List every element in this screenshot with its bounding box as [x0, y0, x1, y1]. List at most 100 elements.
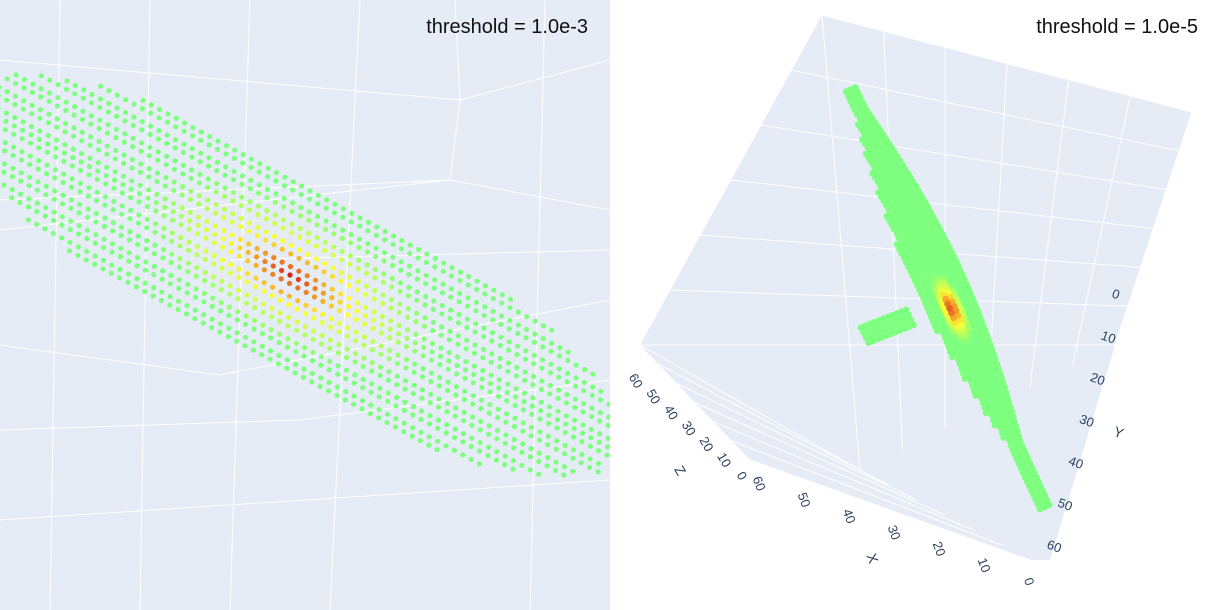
data-point	[162, 183, 168, 189]
data-point	[94, 176, 100, 182]
data-point	[54, 137, 60, 143]
data-point	[304, 273, 310, 279]
data-point	[20, 106, 26, 112]
y-tick-label: 50	[1056, 495, 1075, 514]
data-point	[194, 243, 200, 250]
data-point	[247, 186, 253, 192]
data-point	[413, 319, 419, 325]
data-point	[237, 236, 243, 243]
data-point	[62, 142, 68, 148]
data-point	[189, 146, 195, 152]
data-point	[272, 212, 278, 218]
data-point	[176, 277, 182, 283]
data-point	[556, 387, 562, 393]
data-point	[188, 188, 194, 194]
data-point	[448, 294, 454, 300]
gridline	[658, 363, 889, 486]
data-point	[392, 424, 398, 430]
data-point	[221, 215, 227, 221]
data-point	[357, 223, 363, 229]
data-point	[62, 129, 68, 135]
data-point	[110, 207, 116, 213]
data-point	[68, 184, 75, 190]
data-point	[482, 291, 488, 297]
data-point	[327, 358, 333, 364]
data-point	[432, 256, 438, 262]
data-point	[95, 147, 102, 153]
data-point	[189, 167, 195, 173]
data-point	[123, 97, 129, 103]
data-point	[439, 324, 445, 330]
data-point	[549, 340, 555, 346]
data-point	[321, 269, 327, 275]
data-point	[153, 208, 159, 214]
data-point	[135, 233, 141, 239]
data-point	[531, 352, 537, 358]
data-point	[313, 277, 319, 283]
data-point	[272, 199, 278, 205]
data-point	[285, 323, 291, 329]
data-point	[553, 446, 559, 452]
data-point	[393, 416, 399, 422]
data-point	[552, 467, 559, 474]
data-point	[27, 174, 33, 180]
data-point	[1, 161, 8, 167]
data-point	[278, 289, 284, 295]
data-point	[68, 205, 74, 211]
data-point	[240, 152, 246, 158]
data-point	[426, 442, 432, 448]
data-point	[318, 362, 324, 368]
data-point	[139, 127, 145, 133]
data-point	[103, 173, 109, 179]
data-point	[322, 248, 328, 254]
data-point	[326, 367, 332, 373]
data-point	[284, 357, 290, 363]
data-point	[384, 419, 390, 426]
data-point	[117, 275, 123, 281]
data-point	[217, 329, 223, 335]
data-point	[424, 251, 430, 257]
data-point	[51, 209, 57, 215]
data-point	[156, 128, 162, 134]
gridline	[730, 179, 1154, 229]
data-point	[72, 82, 78, 88]
data-point	[320, 290, 326, 296]
data-point	[421, 323, 427, 329]
data-point	[253, 275, 259, 281]
data-point	[184, 290, 190, 296]
data-point	[196, 193, 202, 199]
data-point	[242, 334, 249, 340]
data-point	[413, 310, 420, 316]
data-point	[242, 343, 248, 349]
data-point	[382, 237, 388, 243]
left-scene-panel[interactable]: threshold = 1.0e-3	[0, 0, 610, 610]
right-3d-scatter[interactable]: 0102030405060Y6050403020100X010203040506…	[610, 0, 1220, 610]
gridline	[821, 14, 861, 471]
data-point	[25, 217, 31, 223]
data-point	[347, 253, 353, 259]
data-point	[170, 200, 177, 206]
data-point	[590, 371, 596, 377]
data-point	[2, 139, 8, 146]
data-point	[423, 272, 429, 278]
data-point	[219, 265, 225, 271]
left-3d-scatter[interactable]	[0, 0, 610, 610]
data-point	[147, 123, 154, 129]
data-point	[376, 394, 382, 400]
data-point	[210, 282, 216, 288]
data-point	[293, 361, 299, 367]
data-point	[20, 127, 26, 133]
data-point	[338, 269, 344, 276]
data-point	[187, 218, 193, 224]
data-point	[545, 420, 552, 427]
data-point	[488, 359, 494, 365]
z-tick-label: 30	[679, 418, 699, 438]
data-point	[44, 149, 50, 155]
data-point	[377, 385, 383, 391]
data-point	[349, 210, 355, 216]
data-point	[104, 151, 110, 157]
data-point	[281, 195, 287, 201]
right-scene-panel[interactable]: 0 10 20 30 40 50 60 Y 60 50 40 30 20 10 0 X 0 10 20 30 40 50 6…	[610, 0, 1220, 610]
data-point	[293, 349, 299, 355]
data-point	[43, 170, 50, 177]
